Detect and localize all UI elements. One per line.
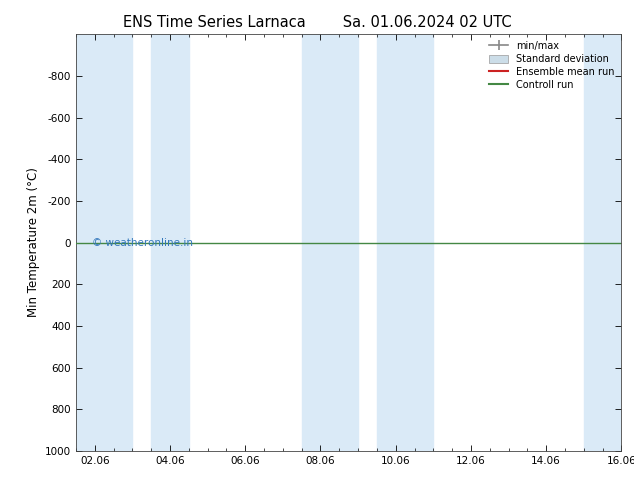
Bar (377, 34, 433, 451)
Text: ENS Time Series Larnaca        Sa. 01.06.2024 02 UTC: ENS Time Series Larnaca Sa. 01.06.2024 0… (123, 15, 511, 30)
Bar (302, 34, 358, 451)
Y-axis label: Min Temperature 2m (°C): Min Temperature 2m (°C) (27, 168, 39, 318)
Text: © weatheronline.in: © weatheronline.in (93, 238, 193, 247)
Bar (584, 34, 621, 451)
Bar (76, 34, 133, 451)
Bar (152, 34, 189, 451)
Legend: min/max, Standard deviation, Ensemble mean run, Controll run: min/max, Standard deviation, Ensemble me… (485, 37, 618, 94)
